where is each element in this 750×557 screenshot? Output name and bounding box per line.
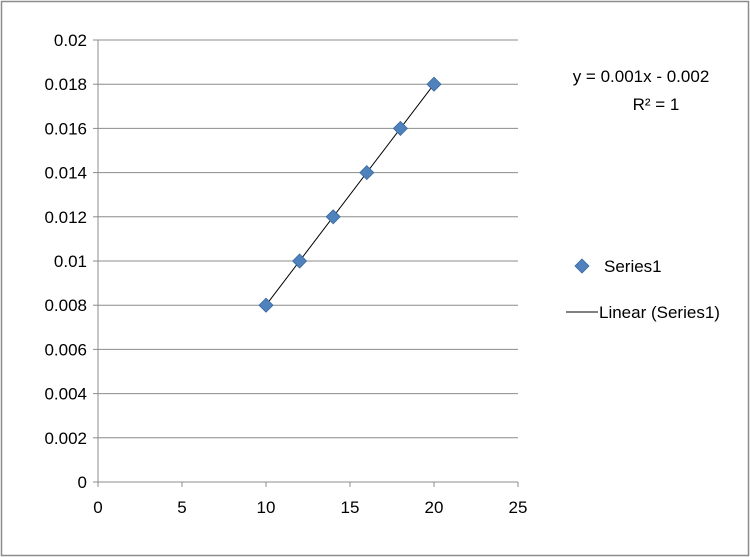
x-tick-label: 0 bbox=[93, 498, 102, 517]
y-tick-label: 0.018 bbox=[44, 75, 87, 94]
y-tick-label: 0.004 bbox=[44, 385, 87, 404]
trendline bbox=[265, 83, 435, 306]
y-tick-label: 0.006 bbox=[44, 340, 87, 359]
data-point bbox=[359, 165, 375, 181]
data-point bbox=[392, 120, 408, 136]
y-tick-labels: 0 0.002 0.004 0.006 0.008 0.01 0.012 0.014 0.016… bbox=[44, 31, 87, 492]
y-tick-label: 0.002 bbox=[44, 429, 87, 448]
axes bbox=[93, 39, 519, 487]
r-squared-label: R² = 1 bbox=[633, 95, 680, 114]
legend: Series1 Linear (Series1) bbox=[566, 257, 720, 322]
data-point bbox=[258, 297, 274, 313]
equation-label: y = 0.001x - 0.002 bbox=[573, 67, 710, 86]
legend-diamond-marker bbox=[574, 258, 590, 274]
y-tick-label: 0.014 bbox=[44, 164, 87, 183]
y-tick-label: 0 bbox=[78, 473, 87, 492]
x-tick-label: 10 bbox=[257, 498, 276, 517]
gridlines bbox=[98, 39, 518, 439]
x-tick-label: 15 bbox=[341, 498, 360, 517]
x-tick-label: 20 bbox=[425, 498, 444, 517]
y-tick-label: 0.01 bbox=[54, 252, 87, 271]
data-points bbox=[258, 76, 442, 313]
y-tick-label: 0.016 bbox=[44, 119, 87, 138]
legend-item-linear: Linear (Series1) bbox=[566, 303, 720, 322]
y-tick-label: 0.012 bbox=[44, 208, 87, 227]
data-point bbox=[426, 76, 442, 92]
x-tick-label: 5 bbox=[177, 498, 186, 517]
data-point bbox=[292, 253, 308, 269]
legend-label-linear: Linear (Series1) bbox=[599, 303, 720, 322]
legend-label-series1: Series1 bbox=[604, 257, 662, 276]
legend-item-series1: Series1 bbox=[574, 257, 662, 276]
y-tick-label: 0.02 bbox=[54, 31, 87, 50]
trendline-layer bbox=[265, 83, 435, 306]
y-tick-label: 0.008 bbox=[44, 296, 87, 315]
x-tick-label: 25 bbox=[509, 498, 528, 517]
x-tick-labels: 0 5 10 15 20 25 bbox=[93, 498, 527, 517]
data-point bbox=[325, 209, 341, 225]
